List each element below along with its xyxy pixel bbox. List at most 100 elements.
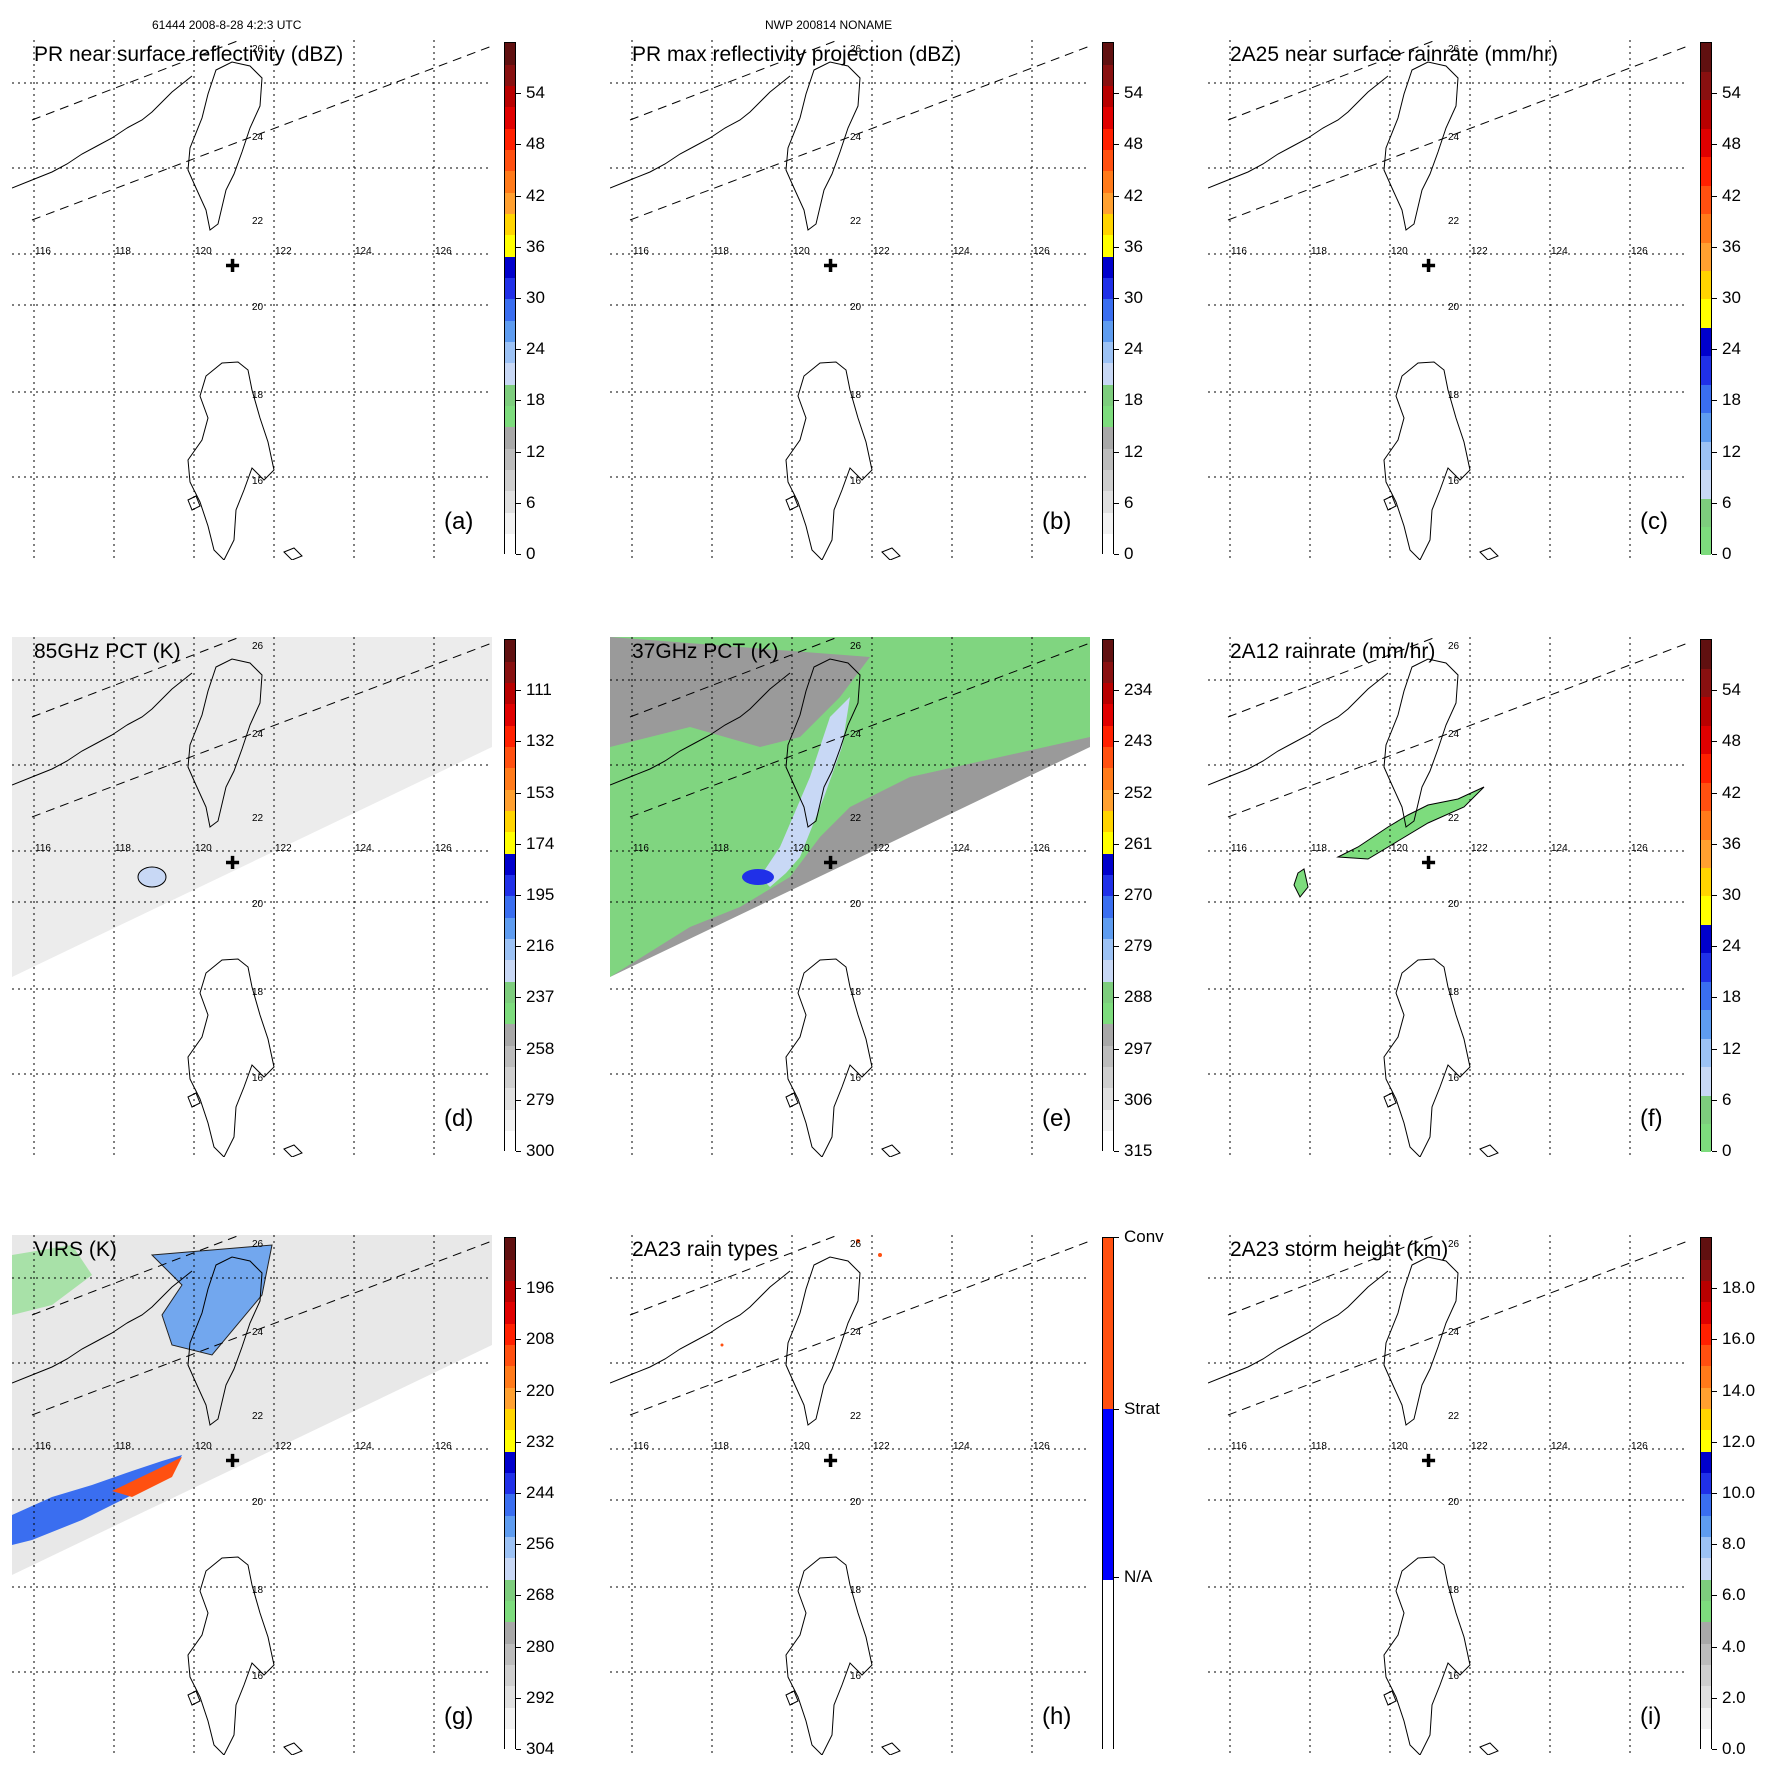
panel-title: 85GHz PCT (K) [34,640,181,663]
colorbar-segment [1103,533,1113,556]
lon-label: 116 [1231,1441,1247,1452]
colorbar-segment [1701,696,1711,726]
colorbar-tick-label: 292 [526,1687,555,1707]
colorbar-segment [505,704,515,726]
lon-label: 120 [793,1441,810,1452]
colorbar-tick-label: 4.0 [1722,1636,1746,1656]
lon-label: 122 [873,1441,890,1452]
colorbar-segment [1701,1430,1711,1452]
colorbar-segment [1701,1472,1711,1495]
lon-label: 118 [713,1441,729,1452]
lat-label: 18 [1448,987,1460,998]
lat-label: 24 [1448,1327,1460,1338]
colorbar-segment [505,917,515,940]
panel-label: (h) [1042,1703,1072,1730]
colorbar-tick [1114,502,1119,504]
colorbar-tick [1712,349,1717,351]
colorbar-segment [1103,640,1113,662]
lon-label: 116 [35,246,51,257]
colorbar-segment [505,853,515,876]
colorbar-segment [1103,1408,1113,1580]
colorbar-tick [1114,792,1119,794]
lat-lon-grid [610,637,1090,1157]
colorbar-segment [1701,71,1711,101]
colorbar-tick [1712,451,1717,453]
colorbar-segment [1701,1558,1711,1580]
colorbar-tick-label: 30 [1722,288,1741,307]
colorbar-tick-label: 153 [526,782,555,802]
colorbar-segment [505,938,515,961]
map-i: ✚ 116 118 120 122 124 126 26 24 22 20 18 16 [1208,1235,1688,1755]
colorbar-tick-label: 304 [526,1739,555,1758]
lon-label: 126 [1033,843,1050,854]
colorbar-segment [1701,839,1711,869]
colorbar-segment [1103,405,1113,428]
lon-label: 116 [633,246,649,257]
map-f: ✚ 116 118 120 122 124 126 26 24 22 20 18 16 [1208,637,1688,1157]
colorbar-tick-label: 306 [1124,1089,1153,1109]
colorbar-segment [1701,1494,1711,1516]
panel-d: ✚ 116 118 120 122 124 126 26 24 22 20 18 16 85GHz PCT… [12,637,572,1177]
map-e: ✚ 116 118 120 122 124 126 26 24 22 20 18 16 [610,637,1090,1157]
colorbar-segment [505,1002,515,1025]
colorbar-tick-label: 36 [1124,236,1143,256]
colorbar-segment [505,128,515,151]
map-g: ✚ 116 118 120 122 124 126 26 24 22 20 18 16 [12,1235,492,1755]
colorbar-tick [516,1749,521,1750]
pr-swath-edges [629,637,1090,818]
colorbar-tick-label: 30 [1722,885,1741,904]
colorbar-tick [516,298,521,299]
green-region [610,637,1090,977]
colorbar-segment [1103,1002,1113,1025]
colorbar-segment [1103,1088,1113,1110]
colorbar-tick [516,946,521,948]
colorbar [1700,639,1712,1153]
colorbar-segment [505,810,515,833]
colorbar-segment [1103,512,1113,535]
lowpct-band [760,697,850,887]
colorbar-tick [1114,895,1119,896]
panel-h: ✚ 116 118 120 122 124 126 26 24 22 20 18 16 2A23 rain… [610,1228,1170,1775]
colorbar-tick-label: 288 [1124,987,1153,1007]
panel-title: 2A12 rainrate (mm/hr) [1230,640,1436,663]
swath-pct85 [12,637,492,977]
lat-label: 16 [850,476,862,487]
colorbar-segment [505,64,515,87]
colorbar-tick-label: 6 [526,492,536,512]
colorbar-tick-label: 132 [526,731,555,751]
colorbar-tick-label: 0.0 [1722,1739,1746,1758]
rain-cell [1293,868,1309,898]
lat-label: 22 [252,1411,264,1422]
colorbar-segment [1701,213,1711,243]
lat-label: 26 [850,641,862,652]
colorbar-segment [505,1088,515,1110]
colorbar-tick [516,741,521,743]
colorbar-segment [505,1344,515,1367]
colorbar-tick-label: 16.0 [1722,1329,1756,1349]
lat-label: 20 [850,302,862,313]
colorbar-tick [516,1099,521,1101]
colorbar-tick-label: 36 [526,236,545,256]
lon-label: 126 [1631,1441,1648,1452]
colorbar-segment [505,1366,515,1388]
storm-center-icon: ✚ [225,256,240,277]
colorbar-tick-label: 261 [1124,833,1153,853]
colorbar-tick [1114,246,1119,248]
pr-swath-edges [1227,1235,1688,1416]
lat-label: 18 [850,987,862,998]
colorbar-segment [1103,981,1113,1004]
colorbar-tick-label: 24 [526,339,545,359]
lat-lon-grid [12,637,492,1157]
panel-label: (f) [1640,1105,1663,1132]
colorbar-tick-label: 258 [526,1038,555,1058]
colorbar-tick-label: 30 [1124,288,1143,307]
lat-label: 22 [252,813,264,824]
colorbar-tick [1712,502,1717,504]
panel-title: 2A23 storm height (km) [1230,1238,1449,1261]
colorbar [504,42,516,556]
colorbar-segment [1103,85,1113,108]
lat-lon-grid [1208,637,1688,1157]
colorbar-tick-label: 48 [526,134,545,154]
colorbar-segment [1103,427,1113,449]
colorbar-segment [1701,981,1711,1011]
